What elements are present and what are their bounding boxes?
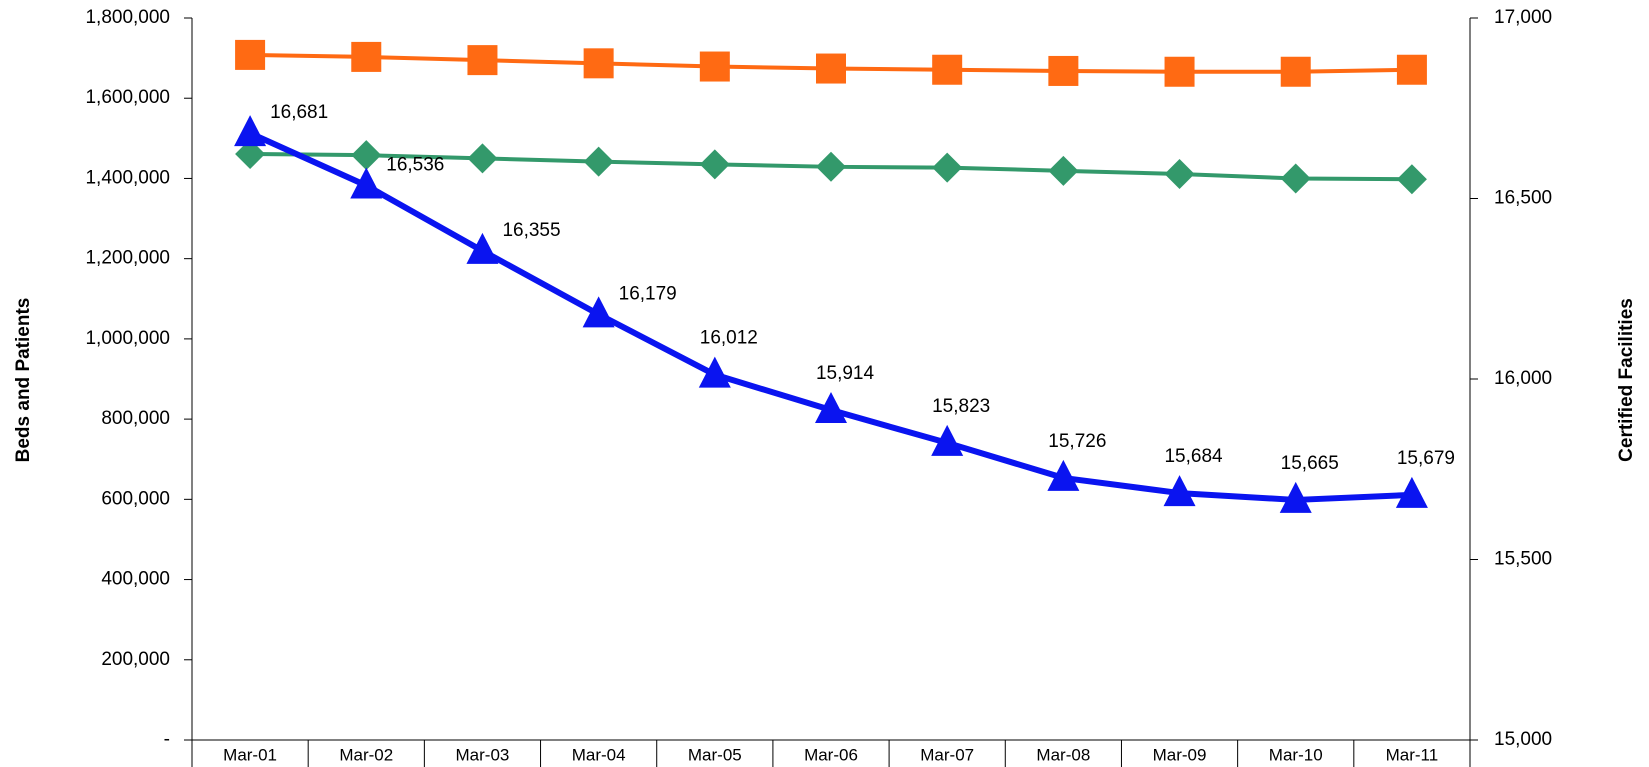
x-tick-label: Mar-09	[1153, 745, 1207, 764]
point-marker	[467, 143, 498, 174]
point-marker	[351, 41, 382, 72]
data-label: 15,914	[816, 363, 875, 384]
point-marker	[1047, 459, 1080, 491]
x-tick-label: Mar-11	[1386, 745, 1439, 764]
x-tick-label: Mar-06	[804, 745, 858, 764]
series-line	[248, 130, 1413, 503]
y-tick-label: 800,000	[101, 408, 170, 429]
x-tick-label: Mar-07	[920, 745, 974, 764]
point-marker	[699, 51, 730, 82]
x-tick-label: Mar-10	[1269, 745, 1323, 764]
y-tick-label: 1,600,000	[85, 87, 170, 108]
x-tick-label: Mar-01	[223, 745, 277, 764]
x-tick-label: Mar-03	[456, 745, 510, 764]
y2-tick-label: 15,000	[1494, 729, 1552, 750]
data-label: 16,681	[270, 102, 328, 123]
point-marker	[1048, 55, 1079, 86]
y2-tick-label: 16,000	[1494, 368, 1552, 389]
y2-tick-label: 15,500	[1494, 549, 1552, 570]
x-tick-label: Mar-04	[572, 745, 626, 764]
y-tick-label: 200,000	[101, 649, 170, 670]
y2-tick-label: 17,000	[1494, 7, 1552, 28]
point-marker	[1048, 155, 1079, 186]
point-marker	[1396, 54, 1427, 85]
data-label: 16,179	[619, 283, 677, 304]
y-tick-label: 1,400,000	[85, 167, 170, 188]
point-marker	[1279, 481, 1312, 513]
point-marker	[351, 140, 382, 171]
point-marker	[467, 45, 498, 76]
y-tick-label: 1,800,000	[85, 7, 170, 28]
x-tick-label: Mar-02	[339, 745, 393, 764]
y-tick-label: -	[164, 729, 170, 750]
point-marker	[815, 392, 847, 424]
data-label: 15,679	[1397, 448, 1455, 469]
point-marker	[698, 356, 731, 388]
point-marker	[699, 149, 730, 180]
point-marker	[234, 115, 267, 147]
data-label: 15,665	[1281, 453, 1339, 474]
point-marker	[816, 53, 846, 84]
point-marker	[1163, 475, 1196, 507]
point-marker	[816, 151, 846, 182]
x-tick-label: Mar-08	[1036, 745, 1090, 764]
point-marker	[235, 39, 266, 70]
point-marker	[1164, 56, 1195, 87]
point-marker	[931, 424, 964, 456]
y-tick-label: 400,000	[101, 569, 170, 590]
point-marker	[235, 138, 266, 169]
data-label: 15,823	[932, 396, 990, 417]
point-marker	[1280, 163, 1311, 194]
point-marker	[1280, 56, 1311, 87]
y-tick-label: 1,200,000	[85, 248, 170, 269]
point-marker	[466, 232, 499, 264]
data-label: 15,684	[1164, 446, 1223, 467]
data-label: 15,726	[1048, 431, 1106, 452]
data-label: 16,355	[502, 220, 560, 241]
y2-axis-title: Certified Facilities	[1616, 298, 1637, 462]
point-marker	[582, 296, 615, 328]
point-marker	[932, 152, 963, 183]
y-tick-label: 600,000	[101, 488, 170, 509]
point-marker	[932, 54, 963, 85]
x-tick-label: Mar-05	[688, 745, 742, 764]
point-marker	[1396, 164, 1427, 195]
point-marker	[1164, 159, 1195, 190]
y-tick-label: 1,000,000	[85, 328, 170, 349]
point-marker	[583, 48, 614, 79]
data-label: 16,012	[700, 328, 758, 349]
point-marker	[1395, 476, 1428, 508]
y2-tick-label: 16,500	[1494, 188, 1552, 209]
y-axis-title: Beds and Patients	[13, 298, 34, 463]
data-label: 16,536	[386, 155, 444, 176]
point-marker	[583, 146, 614, 177]
point-marker	[350, 167, 383, 199]
